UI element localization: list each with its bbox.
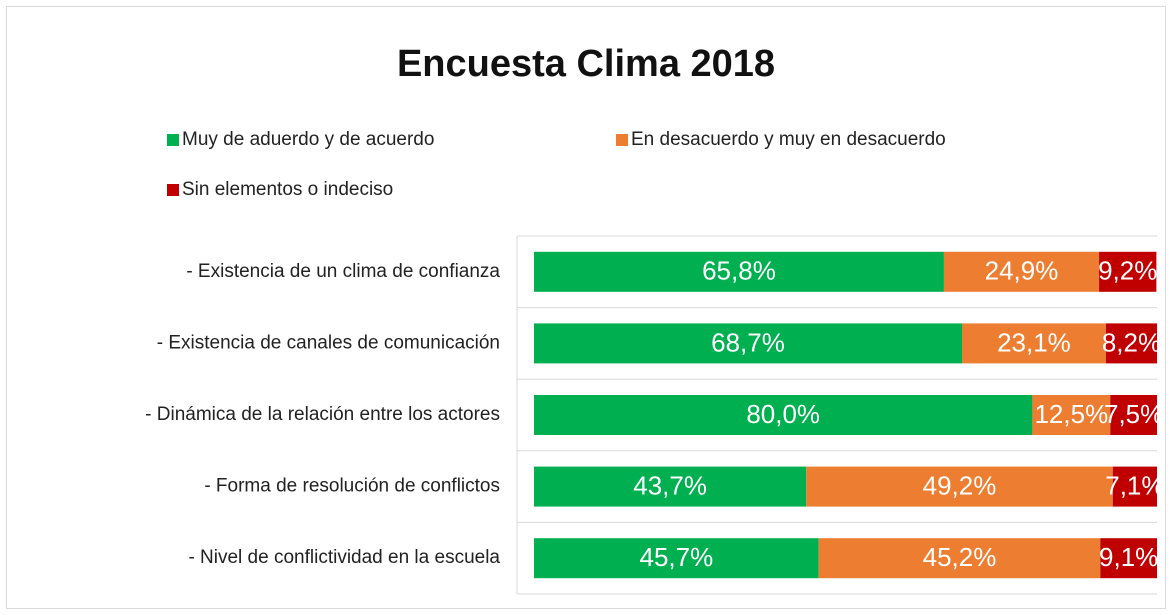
- value-label: 23,1%: [997, 327, 1071, 357]
- value-label: 7,5%: [1104, 399, 1163, 429]
- bar-segment: [1110, 395, 1157, 435]
- value-label: 80,0%: [746, 399, 820, 429]
- category-label: - Nivel de conflictividad en la escuela: [188, 547, 500, 568]
- category-label: - Existencia de canales de comunicación: [157, 332, 500, 353]
- legend-swatch: [167, 184, 179, 196]
- bar-segment: [806, 466, 1113, 507]
- bar-segment: [962, 323, 1106, 364]
- bar-segment: [1032, 395, 1111, 435]
- value-label: 8,2%: [1102, 327, 1161, 357]
- value-label: 68,7%: [711, 327, 785, 357]
- bar-segment: [534, 538, 819, 579]
- value-label: 12,5%: [1034, 399, 1108, 429]
- value-label: 45,2%: [923, 542, 997, 572]
- legend-label: Muy de aduerdo y de acuerdo: [182, 129, 434, 150]
- bar-segment: [818, 538, 1101, 579]
- value-label: 49,2%: [923, 470, 997, 500]
- category-label: - Forma de resolución de conflictos: [204, 476, 500, 497]
- bar-segment: [534, 323, 963, 364]
- legend-swatch: [167, 134, 179, 146]
- value-label: 43,7%: [633, 470, 707, 500]
- chart-title: Encuesta Clima 2018: [397, 43, 775, 85]
- bar-segment: [1105, 323, 1157, 364]
- bar-segment: [534, 251, 944, 292]
- bar-segment: [534, 395, 1033, 435]
- bar-segment: [943, 251, 1100, 292]
- value-label: 65,8%: [702, 256, 776, 286]
- bar-segment: [1100, 538, 1157, 579]
- bar-segment: [1112, 466, 1157, 507]
- legend-label: En desacuerdo y muy en desacuerdo: [631, 129, 946, 150]
- bar-segment: [534, 466, 807, 507]
- value-label: 9,1%: [1099, 542, 1158, 572]
- value-label: 7,1%: [1105, 470, 1164, 500]
- category-label: - Existencia de un clima de confianza: [186, 261, 500, 282]
- value-label: 9,2%: [1098, 256, 1157, 286]
- legend-label: Sin elementos o indeciso: [182, 179, 393, 200]
- bar-segment: [1099, 251, 1157, 292]
- value-label: 45,7%: [639, 542, 713, 572]
- legend-swatch: [616, 134, 628, 146]
- value-label: 24,9%: [985, 256, 1059, 286]
- category-label: - Dinámica de la relación entre los acto…: [145, 404, 500, 425]
